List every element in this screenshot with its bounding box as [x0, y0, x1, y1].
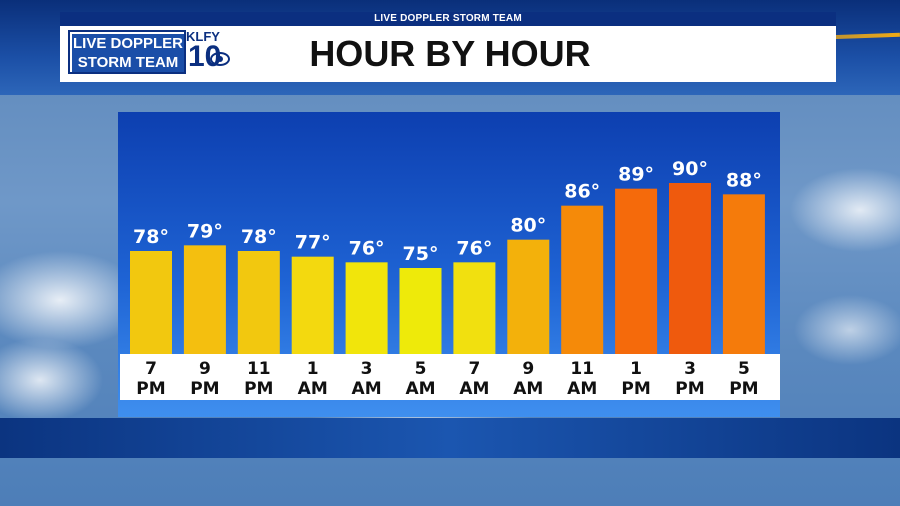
tick-label-period-5: AM — [405, 379, 435, 399]
tick-label-period-0: PM — [136, 379, 165, 399]
page-title: HOUR BY HOUR — [309, 33, 591, 74]
tick-label-hour-8: 11 — [570, 359, 594, 379]
value-label-7: 80° — [510, 215, 546, 237]
bar-4 — [345, 262, 388, 354]
tick-label-period-6: AM — [459, 379, 489, 399]
value-label-4: 76° — [349, 237, 385, 259]
bar-2 — [237, 251, 280, 354]
bar-0 — [130, 251, 172, 354]
tick-label-period-4: AM — [352, 379, 382, 399]
value-label-8: 86° — [564, 181, 600, 203]
bar-6 — [453, 262, 496, 354]
value-label-1: 79° — [187, 220, 223, 242]
bar-1 — [183, 245, 226, 354]
tick-label-hour-9: 1 — [630, 359, 642, 379]
tick-label-period-8: AM — [567, 379, 597, 399]
value-label-6: 76° — [456, 237, 492, 259]
bar-11 — [722, 194, 765, 354]
value-label-9: 89° — [618, 164, 654, 186]
tick-label-period-10: PM — [675, 379, 704, 399]
tick-label-period-2: PM — [244, 379, 273, 399]
value-label-11: 88° — [726, 169, 762, 191]
value-label-5: 75° — [403, 243, 439, 265]
bar-7 — [507, 239, 550, 354]
tick-label-period-7: AM — [513, 379, 543, 399]
logo-line1: LIVE DOPPLER — [72, 34, 184, 53]
value-label-3: 77° — [295, 232, 331, 254]
tick-label-period-11: PM — [729, 379, 758, 399]
bar-9 — [615, 188, 658, 354]
tick-label-hour-4: 3 — [361, 359, 373, 379]
tick-label-period-3: AM — [298, 379, 328, 399]
bar-5 — [399, 268, 442, 354]
tick-label-hour-10: 3 — [684, 359, 696, 379]
tick-label-hour-2: 11 — [247, 359, 271, 379]
tick-label-hour-1: 9 — [199, 359, 211, 379]
value-label-2: 78° — [241, 226, 277, 248]
logo-call-sign: KLFY — [186, 29, 220, 44]
eye-icon — [210, 52, 230, 66]
tick-label-hour-7: 9 — [522, 359, 534, 379]
tick-label-hour-3: 1 — [307, 359, 319, 379]
bottom-band — [0, 418, 900, 458]
bar-10 — [669, 183, 711, 354]
tick-label-period-1: PM — [190, 379, 219, 399]
logo-box: LIVE DOPPLER STORM TEAM — [68, 30, 186, 74]
tick-label-hour-5: 5 — [415, 359, 427, 379]
tick-label-hour-6: 7 — [468, 359, 480, 379]
header-strip: LIVE DOPPLER STORM TEAM — [60, 12, 836, 26]
tick-label-period-9: PM — [621, 379, 650, 399]
value-label-10: 90° — [672, 158, 708, 180]
bar-8 — [561, 205, 604, 354]
tick-label-hour-0: 7 — [145, 359, 157, 379]
logo-line2: STORM TEAM — [72, 53, 184, 72]
bar-3 — [291, 256, 334, 354]
value-label-0: 78° — [133, 226, 169, 248]
tick-label-hour-11: 5 — [738, 359, 750, 379]
label-strip — [120, 354, 780, 400]
logo-station: KLFY 10 — [184, 30, 234, 76]
station-logo: LIVE DOPPLER STORM TEAM KLFY 10 — [68, 30, 236, 76]
